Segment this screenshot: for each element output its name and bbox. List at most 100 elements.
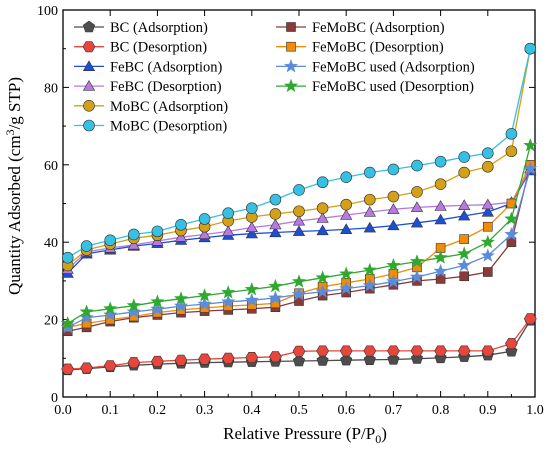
- y-axis-label-superscript: 3: [3, 129, 17, 135]
- series-1-point-19: [505, 338, 518, 350]
- legend-swatch-marker-1: [82, 41, 96, 53]
- x-axis-label-subscript: 0: [375, 432, 381, 446]
- series-2-point-14: [387, 219, 400, 231]
- legend-entry-5: MoBC (Desorption): [74, 119, 227, 135]
- x-axis-label-close: ): [381, 424, 387, 443]
- series-8-point-17: [457, 257, 472, 272]
- series-1-point-14: [387, 345, 400, 357]
- x-tick-label-7: 0.7: [385, 403, 403, 418]
- series-8-point-13: [362, 278, 377, 292]
- series-8-point-8: [244, 292, 259, 307]
- series-1-point-6: [198, 353, 211, 365]
- series-5-point-15: [411, 159, 423, 172]
- series-9-point-1: [79, 304, 94, 318]
- legend-entry-9: FeMoBC used (Desorption): [276, 78, 474, 95]
- series-4-point-12: [340, 198, 353, 211]
- series-4-point-16: [434, 178, 447, 190]
- series-1-point-11: [316, 345, 329, 357]
- y-axis-label: Quantity Adsorbed (cm3/g STP): [3, 77, 24, 295]
- series-9-point-19: [504, 211, 519, 225]
- series-5-point-0: [61, 251, 74, 264]
- legend-swatch-marker-9: [283, 78, 299, 93]
- x-tick-label-2: 0.2: [149, 403, 167, 418]
- x-tick-label-4: 0.4: [243, 403, 261, 418]
- series-9-point-10: [291, 274, 307, 288]
- series-9-point-3: [126, 298, 141, 312]
- series-4-point-19: [505, 145, 518, 158]
- series-2-point-18: [481, 205, 494, 217]
- series-4-point-18: [481, 160, 494, 173]
- y-tick-label-1: 20: [44, 314, 58, 329]
- series-5-point-5: [175, 218, 187, 231]
- series-5-point-10: [293, 184, 305, 196]
- series-5-point-18: [481, 147, 494, 159]
- series-9-point-12: [339, 266, 354, 280]
- series-5-point-11: [316, 176, 329, 189]
- series-9-point-17: [457, 246, 472, 260]
- y-tick-label-0: 0: [51, 391, 58, 406]
- series-5-point-8: [246, 202, 258, 214]
- legend-label-8: FeMoBC used (Adsorption): [312, 59, 475, 75]
- series-4-point-11: [316, 202, 329, 214]
- series-9-point-16: [433, 250, 448, 264]
- series-8-point-12: [339, 281, 354, 295]
- series-9-point-20: [523, 137, 538, 152]
- series-2-point-17: [458, 209, 471, 221]
- series-4-point-9: [269, 208, 282, 220]
- legend-entry-7: FeMoBC (Desorption): [276, 40, 444, 56]
- series-5-point-7: [222, 207, 234, 219]
- series-4-point-13: [363, 193, 376, 206]
- x-tick-label-3: 0.3: [196, 403, 214, 418]
- series-1-point-8: [245, 351, 259, 364]
- series-5-point-3: [128, 228, 140, 241]
- legend-swatch-marker-0: [82, 20, 96, 33]
- series-3-point-15: [410, 201, 424, 212]
- series-1-point-1: [80, 362, 93, 374]
- series-9-point-7: [221, 285, 236, 299]
- legend-layer: BC (Adsorption) BC (Desorption) FeBC (Adso…: [74, 20, 475, 135]
- series-5-point-6: [198, 213, 211, 225]
- x-tick-label-1: 0.1: [101, 403, 119, 418]
- series-3: [61, 162, 537, 274]
- series-8-point-11: [315, 284, 330, 298]
- series-2-point-8: [245, 227, 258, 239]
- series-9-point-14: [386, 257, 401, 272]
- series-8-point-9: [268, 290, 283, 304]
- series-0-point-10: [292, 354, 306, 367]
- series-9-point-4: [150, 294, 165, 308]
- series-1-point-18: [481, 345, 495, 357]
- series-6-point-16: [435, 274, 446, 284]
- legend-label-3: FeBC (Desorption): [110, 79, 222, 95]
- series-4-point-10: [293, 205, 305, 218]
- series-5-point-16: [434, 155, 447, 168]
- series-3-point-11: [316, 212, 329, 223]
- series-5: [61, 42, 537, 264]
- series-9-point-2: [103, 301, 118, 315]
- series-4-point-17: [458, 166, 471, 179]
- series-1-point-12: [339, 345, 353, 357]
- series-1-point-2: [103, 360, 117, 372]
- series-1-point-13: [363, 345, 377, 357]
- series-9-point-9: [268, 278, 283, 293]
- legend-entry-0: BC (Adsorption): [74, 20, 208, 36]
- series-8-point-6: [197, 296, 212, 311]
- series-6-point-19: [506, 237, 517, 247]
- series-8-point-2: [103, 307, 118, 321]
- legend-swatch-marker-2: [82, 60, 96, 71]
- legend-entry-1: BC (Desorption): [74, 40, 207, 56]
- legend-entry-2: FeBC (Adsorption): [74, 59, 223, 75]
- series-9-point-11: [315, 270, 330, 284]
- series-1-point-0: [61, 363, 75, 375]
- legend-entry-4: MoBC (Adsorption): [74, 99, 228, 115]
- series-1-point-3: [127, 357, 141, 369]
- series-3-point-14: [387, 203, 400, 214]
- series-7-point-17: [459, 234, 470, 244]
- series-3-point-6: [198, 228, 211, 239]
- series-0-point-13: [363, 353, 376, 366]
- x-tick-label-5: 0.5: [290, 403, 308, 418]
- series-4-point-15: [411, 186, 423, 198]
- series-8-point-15: [409, 269, 425, 284]
- series-8-point-14: [386, 274, 401, 288]
- series-0-point-11: [316, 354, 329, 366]
